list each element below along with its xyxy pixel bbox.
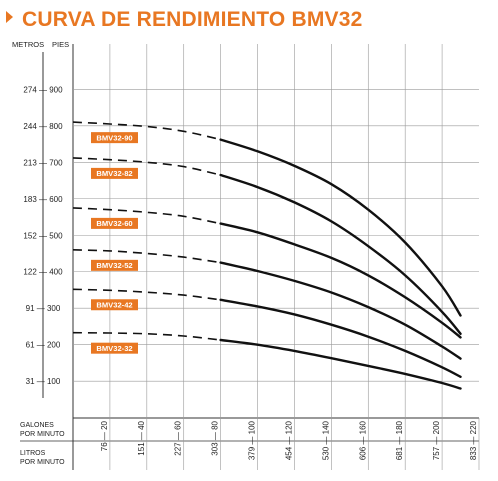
curve-dashed-bmv32-90 [72, 121, 221, 141]
series-tag-bmv32-32 [91, 342, 138, 354]
y-tick-label: 61 — 200 [26, 341, 61, 350]
grid-layer [20, 44, 480, 470]
tick-layer: 76 — 20 151 — 40 227 — 60 303 — 80 379 — 100… [23, 85, 478, 460]
curve-dashed-bmv32-60 [72, 207, 221, 225]
series-tag-bmv32-60 [91, 217, 138, 229]
litros-label-1: LITROS [20, 450, 46, 457]
chart-title-text: CURVA DE RENDIMIENTO BMV32 [22, 8, 363, 31]
x-tick-label: 530 — 140 [321, 420, 330, 460]
series-label-layer: BMV32-90 BMV32-82 BMV32-60 BMV32-52 BMV32-42… [91, 132, 138, 354]
chart-title: CURVA DE RENDIMIENTO BMV32 [6, 8, 362, 32]
y-tick-label: 274 — 900 [23, 85, 63, 94]
x-tick-label: 681 — 180 [395, 420, 404, 460]
y-tick-label: 152 — 500 [23, 231, 63, 240]
y-tick-label: 213 — 700 [23, 158, 63, 167]
curve-solid-bmv32-32 [219, 338, 462, 390]
series-tag-bmv32-42 [91, 299, 138, 311]
pies-header: PIES [52, 40, 69, 49]
x-tick-label: 151 — 40 [137, 420, 146, 455]
series-label-bmv32-32: BMV32-32 [96, 344, 132, 353]
litros-label-2: POR MINUTO [20, 459, 65, 466]
x-tick-label: 379 — 100 [248, 420, 257, 460]
x-tick-label: 454 — 120 [284, 420, 293, 460]
series-tag-bmv32-82 [91, 167, 138, 179]
galones-label-1: GALONES [20, 422, 54, 429]
y-tick-label: 91 — 300 [26, 304, 61, 313]
series-label-bmv32-82: BMV32-82 [96, 169, 132, 178]
curve-solid-bmv32-42 [219, 298, 462, 378]
curve-dashed-bmv32-32 [72, 331, 221, 341]
series-label-bmv32-42: BMV32-42 [96, 301, 132, 310]
curve-solid-bmv32-90 [219, 138, 462, 317]
series-label-bmv32-52: BMV32-52 [96, 261, 132, 270]
y-tick-label: 122 — 400 [23, 268, 63, 277]
x-tick-label: 757 — 200 [432, 420, 441, 460]
title-arrow-icon [6, 11, 13, 23]
y-tick-label: 31 — 100 [26, 377, 61, 386]
x-tick-label: 227 — 60 [174, 420, 183, 455]
y-tick-label: 244 — 800 [23, 122, 63, 131]
x-tick-label: 76 — 20 [100, 420, 109, 451]
x-tick-label: 833 — 220 [469, 420, 478, 460]
curve-dashed-bmv32-52 [72, 249, 221, 264]
curve-solid-bmv32-60 [219, 222, 462, 339]
curve-dashed-bmv32-42 [72, 288, 221, 301]
y-tick-label: 183 — 600 [23, 195, 63, 204]
galones-label-2: POR MINUTO [20, 431, 65, 438]
series-label-bmv32-60: BMV32-60 [96, 219, 132, 228]
curve-solid-bmv32-52 [219, 261, 462, 360]
series-tag-bmv32-52 [91, 259, 138, 271]
x-tick-label: 303 — 80 [211, 420, 220, 455]
curve-dashed-bmv32-82 [72, 157, 221, 176]
curve-layer [72, 121, 462, 390]
x-tick-label: 606 — 160 [358, 420, 367, 460]
curve-solid-bmv32-82 [219, 173, 462, 335]
series-tag-bmv32-90 [91, 132, 138, 144]
metros-header: METROS [12, 40, 44, 49]
series-label-bmv32-90: BMV32-90 [96, 133, 132, 142]
